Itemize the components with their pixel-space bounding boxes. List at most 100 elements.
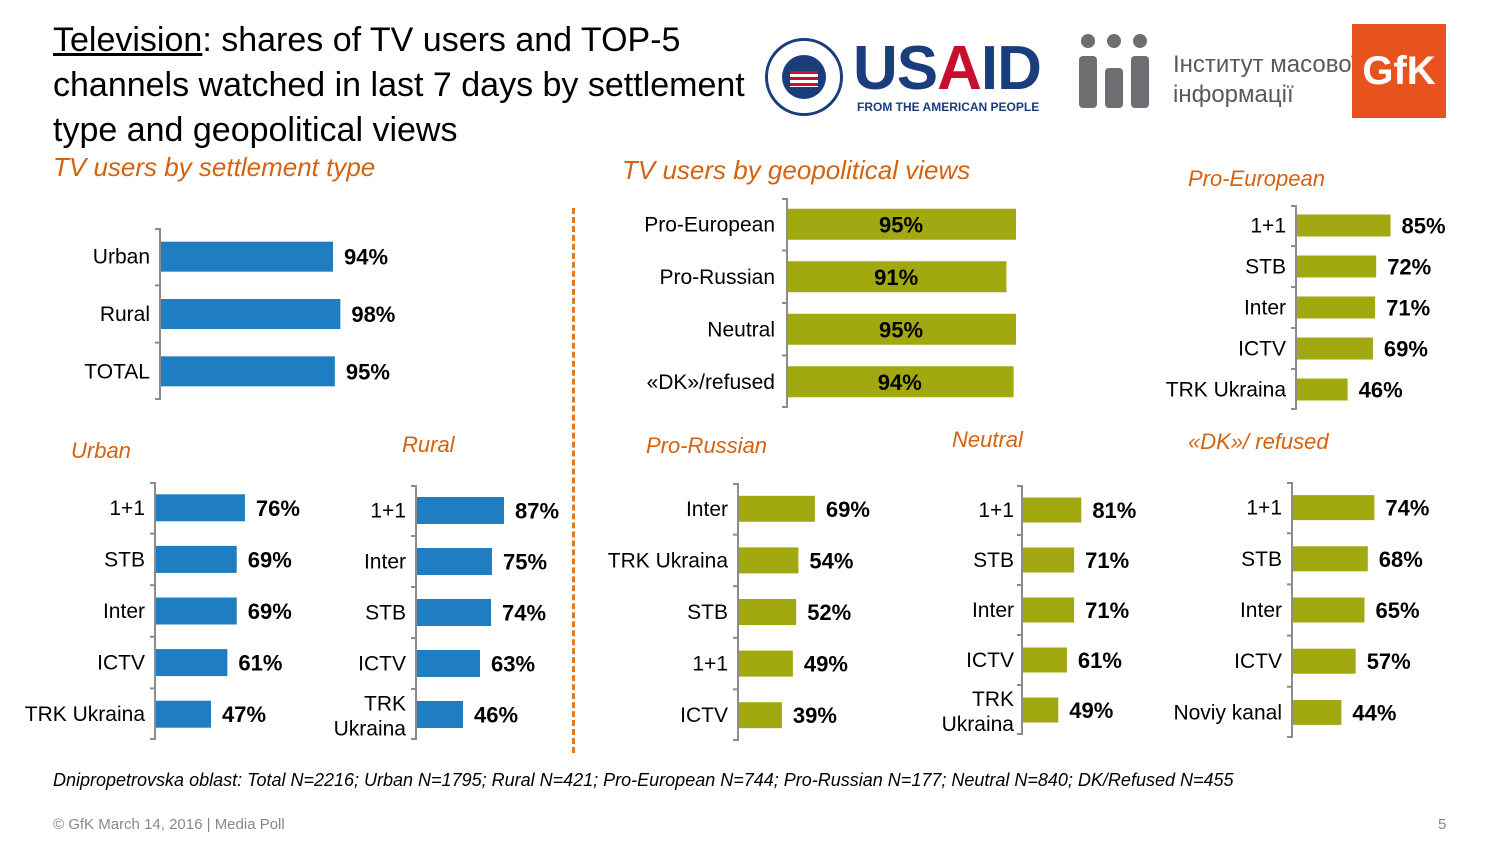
section-title-geo: TV users by geopolitical views — [622, 155, 971, 185]
value-label: 61% — [238, 651, 282, 676]
category-label: 1+1 — [109, 497, 145, 520]
value-label: 91% — [874, 265, 918, 290]
bar — [739, 702, 782, 729]
category-label: Inter — [103, 600, 145, 623]
bar — [1293, 495, 1375, 521]
bar — [156, 700, 211, 728]
category-label: STB — [973, 549, 1014, 572]
value-label: 75% — [503, 550, 547, 575]
category-label: Inter — [1244, 297, 1286, 320]
gfk-logo: GfK — [1352, 24, 1446, 118]
value-label: 69% — [248, 547, 292, 572]
value-label: 95% — [879, 212, 923, 237]
bar — [417, 701, 463, 728]
value-label: 72% — [1387, 255, 1431, 280]
title-underlined: Television — [53, 21, 203, 59]
category-label: TRK Ukraina — [334, 693, 407, 741]
category-label: Noviy kanal — [1173, 701, 1282, 724]
value-label: 74% — [502, 601, 546, 626]
value-label: 47% — [222, 702, 266, 727]
category-label: ICTV — [97, 652, 145, 675]
category-label: ICTV — [1234, 650, 1282, 673]
category-label: 1+1 — [1250, 215, 1286, 238]
usaid-tagline: FROM THE AMERICAN PEOPLE — [857, 100, 1040, 114]
chart-pro-european: 1+1 85% STB 72% Inter 71% ICTV 69% TRK Ukraina 46… — [1166, 205, 1446, 410]
value-label: 68% — [1379, 547, 1423, 572]
value-label: 65% — [1376, 598, 1420, 623]
bar — [1023, 497, 1082, 523]
page-title: Television: shares of TV users and TOP-5… — [53, 18, 773, 153]
value-label: 39% — [793, 703, 837, 728]
section-title-rural: Rural — [402, 432, 455, 457]
imi-logo-text: Інститут масової інформації — [1173, 51, 1359, 108]
bar — [1023, 697, 1059, 723]
value-label: 63% — [491, 652, 535, 677]
category-label: «DK»/refused — [647, 371, 775, 394]
category-label: Inter — [364, 551, 406, 574]
bar — [1293, 597, 1365, 623]
section-title-dk: «DK»/ refused — [1188, 429, 1329, 454]
bar — [739, 650, 793, 677]
bar — [1293, 546, 1368, 572]
imi-logo-mark — [1077, 34, 1151, 114]
category-label: ICTV — [966, 649, 1014, 672]
bar — [739, 547, 799, 574]
bar — [156, 649, 228, 677]
category-label: STB — [687, 601, 728, 624]
bar — [161, 241, 334, 272]
chart-neutral: 1+1 81% STB 71% Inter 71% ICTV 61% TRK Ukraina 49% — [942, 485, 1136, 735]
bar — [161, 299, 341, 329]
chart-urban: 1+1 76% STB 69% Inter 69% ICTV 61% TRK Ukraina 47… — [25, 482, 300, 740]
category-label: TRK Ukraina — [942, 688, 1015, 735]
category-label: Urban — [93, 246, 150, 269]
section-title-neutral: Neutral — [952, 427, 1023, 452]
section-divider — [572, 208, 575, 753]
value-label: 94% — [344, 245, 388, 270]
value-label: 69% — [826, 497, 870, 522]
value-label: 69% — [1384, 337, 1428, 362]
category-label: STB — [104, 548, 145, 571]
bar — [739, 495, 815, 522]
value-label: 87% — [515, 499, 559, 524]
category-label: ICTV — [680, 704, 728, 727]
usaid-seal-logo — [765, 38, 843, 116]
category-label: STB — [1241, 548, 1282, 571]
sample-size-footnote: Dnipropetrovska oblast: Total N=2216; Ur… — [53, 770, 1234, 790]
value-label: 95% — [346, 359, 390, 384]
value-label: 54% — [809, 548, 853, 573]
usaid-logo: USAID — [853, 34, 1042, 103]
value-label: 98% — [351, 302, 395, 327]
bar — [1297, 296, 1376, 319]
footer-copyright: © GfK March 14, 2016 | Media Poll — [53, 816, 285, 833]
value-label: 85% — [1402, 214, 1446, 239]
page-number: 5 — [1438, 816, 1447, 833]
category-label: TRK Ukraina — [608, 549, 729, 572]
section-title-urban: Urban — [71, 438, 131, 463]
chart-pro-russian: Inter 69% TRK Ukraina 54% STB 52% 1+1 49% ICTV 39… — [608, 483, 870, 741]
chart-dk: 1+1 74% STB 68% Inter 65% ICTV 57% Noviy kanal 44… — [1173, 482, 1429, 738]
section-title-pro-european: Pro-European — [1188, 166, 1325, 191]
category-label: Inter — [686, 498, 728, 521]
bar — [788, 261, 1007, 293]
category-label: Inter — [1240, 599, 1282, 622]
bar — [1297, 214, 1391, 237]
bar — [1297, 378, 1348, 401]
category-label: TOTAL — [84, 360, 150, 383]
bar — [788, 313, 1016, 345]
bar — [1293, 699, 1342, 725]
bar — [417, 548, 492, 575]
chart-settlement: Urban 94% Rural 98% TOTAL 95% — [84, 228, 395, 400]
bar — [156, 597, 237, 625]
bar — [788, 366, 1014, 398]
bar — [1297, 337, 1373, 360]
value-label: 46% — [1359, 378, 1403, 403]
category-label: 1+1 — [370, 500, 406, 523]
value-label: 49% — [804, 652, 848, 677]
bar — [788, 208, 1016, 240]
value-label: 46% — [474, 703, 518, 728]
bar — [1023, 547, 1075, 573]
value-label: 71% — [1386, 296, 1430, 321]
bar — [417, 650, 480, 677]
category-label: ICTV — [358, 653, 406, 676]
value-label: 76% — [256, 496, 300, 521]
